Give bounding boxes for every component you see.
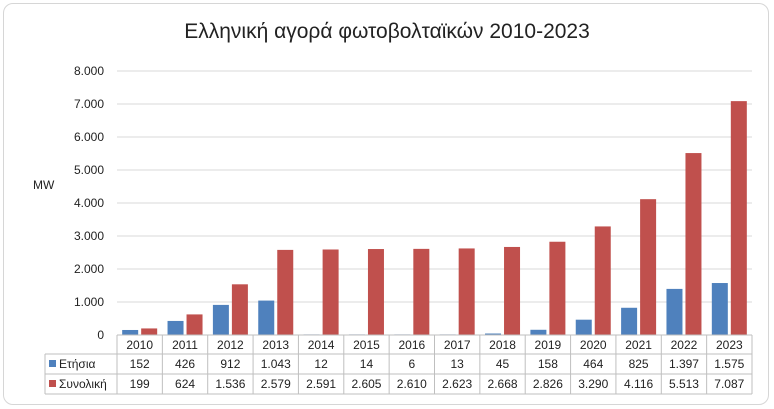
x-tick-label: 2018 <box>489 338 516 352</box>
bar-cumulative <box>730 101 747 335</box>
x-tick-label: 2017 <box>444 338 471 352</box>
bar-annual <box>621 307 638 335</box>
y-tick-label: 0 <box>97 328 104 342</box>
data-label: 1.043 <box>261 357 291 371</box>
x-tick-label: 2015 <box>353 338 380 352</box>
x-tick-label: 2020 <box>580 338 607 352</box>
data-label: 2.579 <box>261 377 291 391</box>
data-label: 825 <box>629 357 649 371</box>
data-label: 2.668 <box>488 377 518 391</box>
x-tick-label: 2013 <box>262 338 289 352</box>
data-label: 2.605 <box>351 377 381 391</box>
bar-annual <box>530 329 547 335</box>
bar-annual <box>122 329 139 335</box>
data-label: 464 <box>583 357 603 371</box>
bar-cumulative <box>367 249 384 335</box>
y-tick-label: 2.000 <box>74 262 104 276</box>
data-label: 912 <box>220 357 240 371</box>
bar-cumulative <box>594 226 611 335</box>
data-label: 1.575 <box>714 357 744 371</box>
legend-label: Ετήσια <box>59 357 95 371</box>
bar-cumulative <box>322 249 339 335</box>
x-tick-label: 2019 <box>535 338 562 352</box>
bar-cumulative <box>458 248 475 335</box>
data-label: 624 <box>175 377 195 391</box>
y-axis-label: MW <box>33 178 55 192</box>
y-tick-label: 4.000 <box>74 196 104 210</box>
data-label: 4.116 <box>624 377 653 391</box>
x-tick-label: 2021 <box>625 338 652 352</box>
data-label: 45 <box>496 357 510 371</box>
data-label: 2.591 <box>306 377 336 391</box>
x-tick-label: 2022 <box>671 338 698 352</box>
bar-cumulative <box>640 199 657 335</box>
data-label: 2.826 <box>533 377 563 391</box>
x-tick-label: 2010 <box>126 338 153 352</box>
x-tick-label: 2016 <box>398 338 425 352</box>
y-tick-label: 5.000 <box>74 163 104 177</box>
bar-cumulative <box>186 314 203 335</box>
bar-cumulative <box>231 284 248 335</box>
legend-swatch <box>49 380 56 387</box>
x-tick-label: 2012 <box>217 338 244 352</box>
data-label: 199 <box>130 377 150 391</box>
data-label: 3.290 <box>578 377 608 391</box>
bar-cumulative <box>277 249 294 335</box>
y-tick-label: 1.000 <box>74 295 104 309</box>
data-label: 2.623 <box>442 377 472 391</box>
data-label: 5.513 <box>669 377 699 391</box>
data-label: 13 <box>450 357 464 371</box>
bar-annual <box>711 283 728 335</box>
bar-annual <box>575 319 592 335</box>
bar-annual <box>212 304 229 335</box>
x-tick-label: 2023 <box>716 338 743 352</box>
bar-cumulative <box>685 153 702 335</box>
bar-annual <box>485 333 502 335</box>
data-label: 12 <box>314 357 328 371</box>
bar-annual <box>666 288 683 335</box>
data-label: 158 <box>538 357 558 371</box>
y-tick-label: 7.000 <box>74 97 104 111</box>
bar-annual <box>167 320 184 335</box>
data-label: 1.397 <box>669 357 699 371</box>
data-label: 426 <box>175 357 195 371</box>
y-tick-label: 8.000 <box>74 64 104 78</box>
bar-cumulative <box>413 248 430 335</box>
bar-annual <box>258 300 275 335</box>
bar-cumulative <box>141 328 158 335</box>
x-tick-label: 2011 <box>172 338 198 352</box>
data-label: 152 <box>130 357 150 371</box>
x-tick-label: 2014 <box>308 338 335 352</box>
legend-label: Συνολική <box>59 377 107 391</box>
data-label: 2.610 <box>397 377 427 391</box>
bar-cumulative <box>504 246 521 335</box>
data-label: 14 <box>360 357 374 371</box>
data-label: 1.536 <box>215 377 245 391</box>
legend-swatch <box>49 360 56 367</box>
y-tick-label: 3.000 <box>74 229 104 243</box>
data-label: 6 <box>408 357 415 371</box>
bar-cumulative <box>549 241 566 335</box>
chart-title: Ελληνική αγορά φωτοβολταϊκών 2010-2023 <box>184 20 590 43</box>
y-tick-label: 6.000 <box>74 130 104 144</box>
data-label: 7.087 <box>714 377 744 391</box>
